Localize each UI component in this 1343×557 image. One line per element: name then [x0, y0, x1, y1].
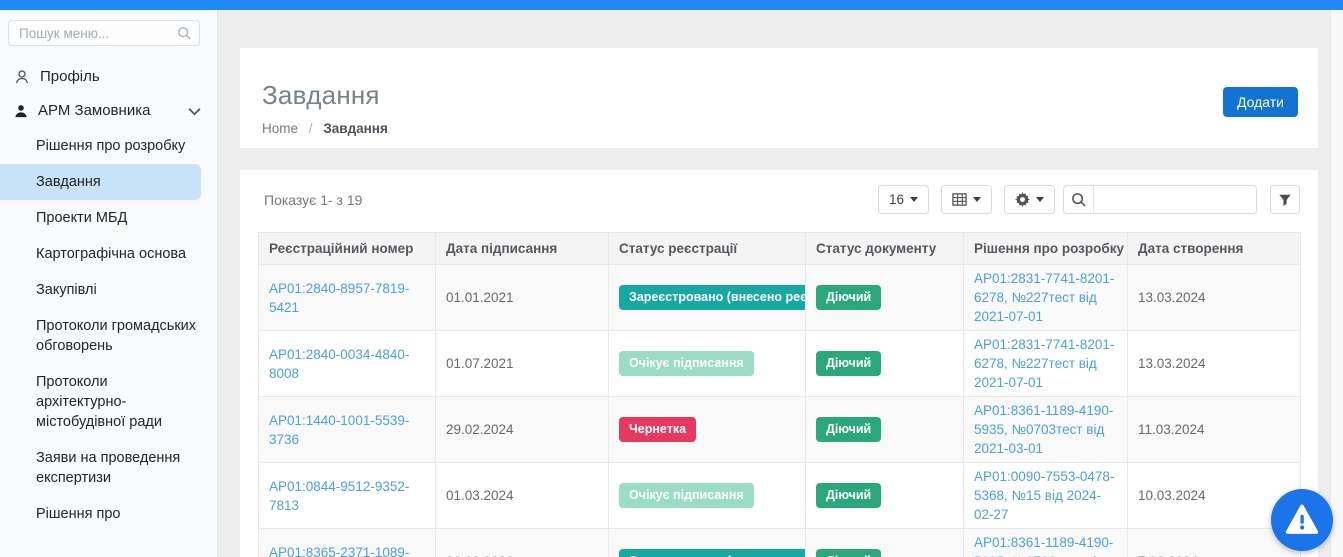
gear-icon — [1015, 192, 1030, 207]
columns-icon — [952, 192, 967, 207]
results-count: Показує 1- з 19 — [264, 191, 363, 208]
table-toolbar: Показує 1- з 19 16 — [258, 185, 1300, 214]
page-scrollbar-track[interactable] — [1330, 10, 1343, 557]
signing-date-cell: 29.02.2024 — [435, 396, 609, 463]
column-header-creation-date[interactable]: Дата створення — [1127, 232, 1301, 265]
sidebar-item-label: АРМ Замовника — [38, 102, 151, 119]
caret-down-icon — [973, 197, 981, 202]
add-button[interactable]: Додати — [1223, 87, 1298, 117]
signing-date-cell: 01.03.2022 — [435, 528, 609, 557]
document-status-badge: Діючий — [816, 417, 882, 442]
decision-link[interactable]: AP01:2831-7741-8201-6278, №227тест від 2… — [974, 271, 1115, 324]
search-icon — [177, 26, 191, 40]
menu-search — [8, 20, 200, 46]
sidebar-subitem-protokoly-gromadskyh[interactable]: Протоколи громадських обговорень — [36, 318, 197, 354]
sidebar-subitem-rishennya-pro[interactable]: Рішення про — [36, 506, 121, 522]
column-header-registration-status[interactable]: Статус реєстрації — [608, 232, 806, 265]
warning-fab-button[interactable] — [1271, 489, 1333, 551]
settings-dropdown[interactable] — [1004, 185, 1055, 214]
reg-number-link[interactable]: AP01:2840-0034-4840-8008 — [269, 346, 410, 381]
page-title: Завдання — [262, 80, 380, 110]
registration-status-badge: Зареєстровано (внесено реєстр — [619, 285, 805, 310]
user-filled-icon — [14, 104, 28, 118]
top-navbar — [0, 0, 1343, 10]
breadcrumb-home-link[interactable]: Home — [262, 121, 299, 136]
column-header-development-decision[interactable]: Рішення про розробку — [963, 232, 1128, 265]
menu-search-input[interactable] — [8, 20, 200, 46]
table-row: AP01:2840-0034-4840-8008 01.07.2021 Очік… — [258, 330, 1301, 397]
table-row: AP01:1440-1001-5539-3736 29.02.2024 Черн… — [258, 396, 1301, 463]
caret-down-icon — [910, 197, 918, 202]
filter-icon — [1278, 193, 1292, 207]
page-size-value: 16 — [888, 192, 904, 207]
document-status-badge: Діючий — [816, 285, 882, 310]
column-header-signing-date[interactable]: Дата підписання — [435, 232, 609, 265]
sidebar-subitem-rishennya-pro-rozrobku[interactable]: Рішення про розробку — [36, 138, 186, 154]
page-header-card: Завдання Home / Завдання Додати — [240, 48, 1318, 148]
column-header-document-status[interactable]: Статус документу — [805, 232, 964, 265]
table-search — [1063, 185, 1257, 214]
creation-date-cell: 7.03.2024 — [1127, 528, 1301, 557]
sidebar-subitem-proekty-mbd[interactable]: Проекти МБД — [36, 210, 128, 226]
document-status-badge: Діючий — [816, 483, 882, 508]
tasks-table: Реєстраційний номер Дата підписання Стат… — [258, 232, 1301, 557]
signing-date-cell: 01.07.2021 — [435, 330, 609, 397]
warning-triangle-icon — [1284, 502, 1320, 538]
sidebar: Профіль АРМ Замовника Рішення про розроб… — [0, 10, 218, 557]
registration-status-badge: Очікує підписання — [619, 483, 754, 508]
sidebar-subitem-zavdannya[interactable]: Завдання — [0, 164, 201, 200]
sidebar-submenu: Рішення про розробку Завдання Проекти МБ… — [0, 128, 217, 532]
signing-date-cell: 01.03.2024 — [435, 462, 609, 529]
toolbar-controls: 16 — [877, 185, 1300, 214]
sidebar-subitem-zayavy-ekspertyza[interactable]: Заяви на проведення експертизи — [36, 450, 181, 486]
breadcrumb: Home / Завдання — [262, 121, 388, 136]
decision-link[interactable]: AP01:2831-7741-8201-6278, №227тест від 2… — [974, 337, 1115, 390]
signing-date-cell: 01.01.2021 — [435, 264, 609, 331]
sidebar-item-profile[interactable]: Профіль — [0, 60, 217, 94]
reg-number-link[interactable]: AP01:1440-1001-5539-3736 — [269, 412, 410, 447]
reg-number-link[interactable]: AP01:0844-9512-9352-7813 — [269, 478, 410, 513]
registration-status-badge: Чернетка — [619, 417, 697, 442]
registration-status-badge: Очікує підписання — [619, 351, 754, 376]
caret-down-icon — [1036, 197, 1044, 202]
reg-number-link[interactable]: AP01:2840-8957-7819-5421 — [269, 280, 410, 315]
creation-date-cell: 13.03.2024 — [1127, 264, 1301, 331]
sidebar-subitem-kartografichna-osnova[interactable]: Картографічна основа — [36, 246, 187, 262]
breadcrumb-separator: / — [308, 121, 313, 136]
breadcrumb-current: Завдання — [323, 121, 388, 136]
user-outline-icon — [14, 69, 30, 85]
decision-link[interactable]: AP01:0090-7553-0478-5368, №15 від 2024-0… — [974, 469, 1115, 522]
sidebar-subitem-protokoly-arhitekturno[interactable]: Протоколи архітектурно-містобудівної рад… — [36, 374, 162, 430]
columns-dropdown[interactable] — [941, 185, 992, 214]
sidebar-subitem-zakupivli[interactable]: Закупівлі — [36, 282, 97, 298]
decision-link[interactable]: AP01:8361-1189-4190-5935, №0703тест від … — [974, 403, 1114, 456]
sidebar-item-arm-zamovnyka[interactable]: АРМ Замовника — [0, 94, 217, 128]
page-size-dropdown[interactable]: 16 — [877, 185, 929, 214]
sidebar-item-label: Профіль — [40, 68, 100, 85]
table-card: Показує 1- з 19 16 — [240, 170, 1318, 557]
table-header-row: Реєстраційний номер Дата підписання Стат… — [258, 232, 1301, 265]
table-row: AP01:2840-8957-7819-5421 01.01.2021 Заре… — [258, 264, 1301, 331]
document-status-badge: Діючий — [816, 351, 882, 376]
table-search-input[interactable] — [1094, 186, 1256, 213]
creation-date-cell: 11.03.2024 — [1127, 396, 1301, 463]
table-row: AP01:0844-9512-9352-7813 01.03.2024 Очік… — [258, 462, 1301, 529]
table-row: AP01:8365-2371-1089-9939 01.03.2022 Заре… — [258, 528, 1301, 557]
decision-link[interactable]: AP01:8361-1189-4190-5935, №0703тест від … — [974, 535, 1114, 557]
chevron-down-icon — [188, 107, 201, 116]
document-status-badge: Діючий — [816, 549, 882, 557]
column-header-reg-number[interactable]: Реєстраційний номер — [258, 232, 436, 265]
reg-number-link[interactable]: AP01:8365-2371-1089-9939 — [269, 544, 410, 557]
registration-status-badge: Зареєстровано (внесено реєстр — [619, 549, 805, 557]
filter-button[interactable] — [1270, 185, 1300, 214]
creation-date-cell: 13.03.2024 — [1127, 330, 1301, 397]
search-icon — [1064, 186, 1094, 213]
